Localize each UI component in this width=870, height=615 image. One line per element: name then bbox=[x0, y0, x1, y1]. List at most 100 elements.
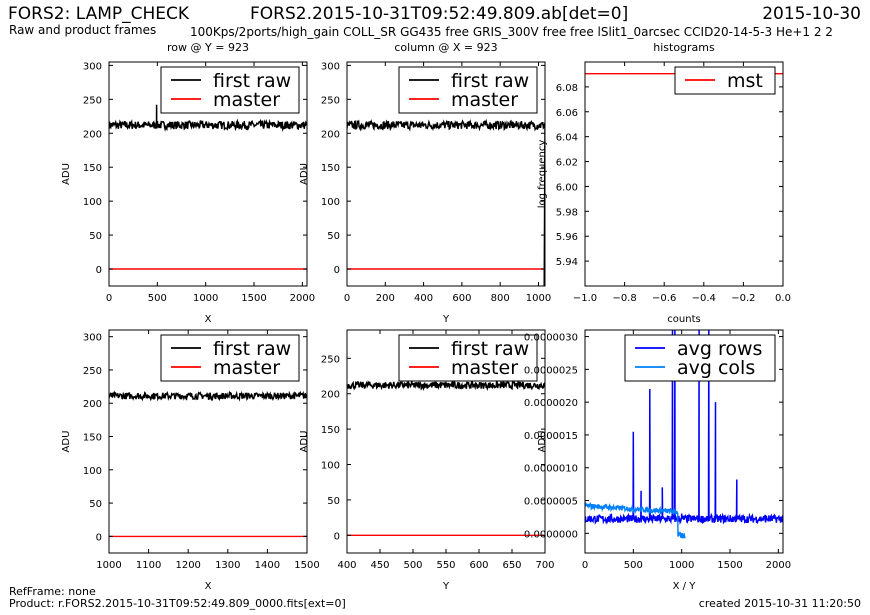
y-tick-label: 0 bbox=[96, 265, 102, 276]
chart-panel-1: row @ Y = 923 X ADU 0 500 1000 1500 2000 0 50 100 1… bbox=[61, 41, 315, 325]
x-tick-label: 1000 bbox=[526, 293, 551, 304]
x-tick-label: 1000 bbox=[669, 560, 694, 571]
product-label: Product: r.FORS2.2015-10-31T09:52:49.809… bbox=[9, 597, 346, 610]
series-group bbox=[109, 104, 307, 270]
x-tick-label: 700 bbox=[535, 560, 554, 571]
y-tick-label: 250 bbox=[321, 95, 340, 106]
created-label: created 2015-10-31 11:20:50 bbox=[698, 597, 861, 610]
x-tick-label: −1.0 bbox=[573, 293, 597, 304]
series-line-first-raw bbox=[347, 118, 545, 286]
chart-panel-2: column @ X = 923 Y ADU 0 200 400 600 800 1000 0 50… bbox=[299, 41, 551, 325]
x-tick-label: 400 bbox=[337, 560, 356, 571]
plot-frame bbox=[346, 329, 546, 554]
plot-frame bbox=[108, 61, 308, 287]
y-tick-label: 5.94 bbox=[556, 257, 578, 268]
legend-label: first raw bbox=[213, 70, 291, 92]
chart-title: column @ X = 923 bbox=[394, 41, 497, 54]
plot-frame bbox=[108, 329, 308, 554]
y-tick-label: 150 bbox=[321, 163, 340, 174]
x-tick-label: 0.0 bbox=[775, 293, 791, 304]
plot-frame bbox=[346, 61, 546, 287]
y-axis-label: ADU bbox=[61, 431, 72, 453]
legend-label: avg rows bbox=[677, 338, 762, 360]
series-line-first-raw bbox=[347, 379, 545, 392]
x-tick-label: 550 bbox=[436, 560, 455, 571]
x-tick-label: 1100 bbox=[136, 560, 161, 571]
x-tick-label: 1500 bbox=[241, 293, 266, 304]
y-tick-label: 6.06 bbox=[556, 108, 578, 119]
legend-label: mst bbox=[727, 70, 763, 92]
x-tick-label: 400 bbox=[414, 293, 433, 304]
y-tick-label: 200 bbox=[321, 390, 340, 401]
app-subtitle: Raw and product frames bbox=[9, 23, 157, 37]
legend-label: master bbox=[213, 357, 280, 379]
x-tick-label: 2000 bbox=[766, 560, 791, 571]
series-line-avg-rows bbox=[585, 330, 783, 526]
series-line-first-raw bbox=[109, 390, 307, 402]
legend-box bbox=[398, 66, 538, 114]
x-axis-label: counts bbox=[667, 314, 700, 325]
y-tick-label: 200 bbox=[321, 129, 340, 140]
x-tick-label: 650 bbox=[502, 560, 521, 571]
series-group bbox=[585, 330, 783, 539]
x-tick-label: 600 bbox=[469, 560, 488, 571]
legend-label: avg cols bbox=[677, 357, 755, 379]
y-tick-label: 50 bbox=[89, 231, 102, 242]
x-tick-label: 500 bbox=[624, 560, 643, 571]
chart-title: histograms bbox=[653, 41, 715, 54]
y-axis-label: ADU bbox=[299, 431, 310, 453]
plot-frame bbox=[584, 61, 784, 287]
x-tick-label: −0.6 bbox=[652, 293, 676, 304]
y-tick-label: 100 bbox=[83, 197, 102, 208]
y-tick-label: 0.0000010 bbox=[524, 464, 578, 475]
y-tick-label: 50 bbox=[327, 231, 340, 242]
x-tick-label: −0.4 bbox=[692, 293, 716, 304]
x-axis-label: X bbox=[205, 581, 212, 592]
chart-panel-5: Y ADU 400 450 500 550 600 650 700 0 50 100 150 200 250… bbox=[299, 329, 555, 592]
x-tick-label: 1300 bbox=[215, 560, 240, 571]
y-tick-label: 5.96 bbox=[556, 232, 578, 243]
y-tick-label: 300 bbox=[83, 61, 102, 72]
series-group bbox=[347, 379, 545, 536]
series-group bbox=[109, 390, 307, 538]
y-tick-label: 0.0000005 bbox=[524, 497, 578, 508]
y-axis-label: ADU bbox=[299, 163, 310, 185]
y-tick-label: 150 bbox=[83, 163, 102, 174]
x-tick-label: 500 bbox=[148, 293, 167, 304]
x-tick-label: 1000 bbox=[193, 293, 218, 304]
series-line-avg-cols bbox=[585, 501, 686, 539]
y-tick-label: 6.00 bbox=[556, 182, 578, 193]
legend-label: first raw bbox=[451, 338, 529, 360]
x-tick-label: 0 bbox=[582, 560, 588, 571]
legend-label: first raw bbox=[213, 338, 291, 360]
y-tick-label: 150 bbox=[83, 433, 102, 444]
x-tick-label: 450 bbox=[370, 560, 389, 571]
x-tick-label: 1000 bbox=[96, 560, 121, 571]
y-axis-label: ADU bbox=[537, 431, 548, 453]
y-tick-label: 50 bbox=[89, 499, 102, 510]
y-tick-label: 250 bbox=[321, 354, 340, 365]
y-tick-label: 100 bbox=[321, 461, 340, 472]
y-tick-label: 50 bbox=[327, 496, 340, 507]
x-tick-label: −0.8 bbox=[612, 293, 636, 304]
legend-label: first raw bbox=[451, 70, 529, 92]
y-tick-label: 0 bbox=[334, 265, 340, 276]
legend: mst bbox=[674, 66, 776, 95]
y-tick-label: 0.0000020 bbox=[524, 398, 578, 409]
legend-box bbox=[160, 66, 300, 114]
y-tick-label: 6.04 bbox=[556, 133, 578, 144]
config-line: 100Kps/2ports/high_gain COLL_SR GG435 fr… bbox=[190, 25, 833, 39]
y-tick-label: 100 bbox=[321, 197, 340, 208]
y-tick-label: 150 bbox=[321, 425, 340, 436]
y-tick-label: 0.0000015 bbox=[524, 431, 578, 442]
chart-title: row @ Y = 923 bbox=[167, 41, 249, 54]
legend-box bbox=[160, 334, 300, 382]
y-tick-label: 300 bbox=[83, 333, 102, 344]
y-tick-label: 250 bbox=[83, 366, 102, 377]
x-tick-label: 2000 bbox=[290, 293, 315, 304]
